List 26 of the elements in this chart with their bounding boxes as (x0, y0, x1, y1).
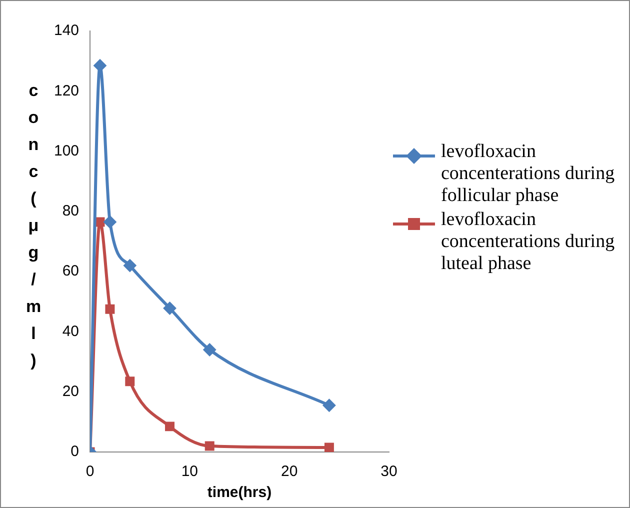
point (93, 59, 106, 72)
y-axis-title: conc(μg/ml) (23, 81, 44, 378)
point (165, 422, 174, 432)
point (125, 376, 135, 386)
y-tick-label: 60 (62, 262, 80, 280)
y-tick-label: 100 (54, 142, 80, 160)
x-tick-label: 0 (86, 463, 94, 480)
point (163, 302, 176, 315)
point (204, 441, 214, 451)
point (103, 215, 116, 228)
point (324, 442, 334, 452)
x-axis-title: time(hrs) (207, 484, 272, 502)
x-tick-label: 30 (380, 463, 398, 480)
y-tick-label: 0 (70, 443, 80, 460)
point (123, 259, 136, 272)
x-tick-label: 10 (181, 463, 198, 480)
y-tick-label: 20 (62, 383, 80, 400)
point (105, 304, 115, 314)
point (203, 343, 216, 356)
y-tick-label: 80 (62, 202, 80, 220)
x-tick-label: 20 (281, 463, 298, 480)
point (322, 398, 336, 412)
y-tick-label: 140 (54, 22, 80, 40)
y-tick-label: 120 (54, 82, 80, 100)
legend-label: levofloxacin concenterations during luteal phase (441, 209, 616, 275)
y-tick-label: 40 (62, 322, 80, 340)
